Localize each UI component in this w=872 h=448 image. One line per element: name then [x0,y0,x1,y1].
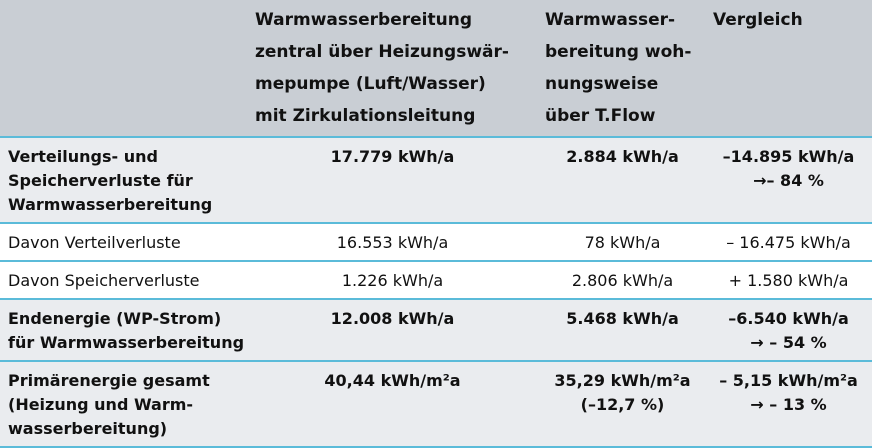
cell-line: →– 84 % [753,171,824,190]
cell-line: mepumpe (Luft/Wasser) [255,74,486,94]
cell-line: 17.779 kWh/a [330,147,455,166]
cell-line: 40,44 kWh/m²a [324,371,461,390]
cell-line: (–12,7 %) [580,395,665,414]
cell-line: –14.895 kWh/a [722,147,855,166]
table-row: Primärenergie gesamt (Heizung und Warm-wa… [0,360,872,448]
table-cell: Verteilungs- und Speicherverluste für Warm… [0,136,245,223]
cell-line: Endenergie (WP-Strom) [8,309,222,328]
table-cell: 2.806 kWh/a [540,260,705,299]
table-cell: Endenergie (WP-Strom) für Warmwasserberei… [0,298,245,361]
header-row: Warmwasserbereitung zentral über Heizungs… [0,0,872,137]
cell-line: – 16.475 kWh/a [726,233,851,252]
table-cell: 40,44 kWh/m²a [245,360,540,448]
cell-line: Vergleich [713,10,803,30]
cell-line: 16.553 kWh/a [336,233,449,252]
cell-line: 1.226 kWh/a [341,271,444,290]
table-cell: –6.540 kWh/a → – 54 % [705,298,872,361]
table-row: Endenergie (WP-Strom) für Warmwasserberei… [0,298,872,361]
table-row: Verteilungs- und Speicherverluste für Warm… [0,136,872,223]
table-cell: 78 kWh/a [540,222,705,261]
cell-line: – 5,15 kWh/m²a [719,371,858,390]
table-cell: 12.008 kWh/a [245,298,540,361]
cell-line: wasserbereitung) [8,419,168,438]
table-cell: Davon Verteilverluste [0,222,245,261]
cell-line: bereitung woh- [545,42,692,62]
cell-line: 35,29 kWh/m²a [554,371,691,390]
table-cell: Primärenergie gesamt (Heizung und Warm-wa… [0,360,245,448]
cell-line: Davon Speicherverluste [8,271,200,290]
cell-line: Verteilungs- und [8,147,158,166]
cell-line: (Heizung und Warm- [8,395,194,414]
cell-line: → – 54 % [750,333,827,352]
cell-line: 78 kWh/a [584,233,661,252]
cell-line: über T.Flow [545,106,656,126]
table-cell: – 16.475 kWh/a [705,222,872,261]
table-cell: 5.468 kWh/a [540,298,705,361]
cell-line: 12.008 kWh/a [330,309,455,328]
cell-line: 2.806 kWh/a [571,271,674,290]
table-cell: 35,29 kWh/m²a (–12,7 %) [540,360,705,448]
cell-line: –6.540 kWh/a [728,309,849,328]
cell-line: 2.884 kWh/a [566,147,679,166]
table-cell: –14.895 kWh/a →– 84 % [705,136,872,223]
cell-line: Warmwasserbereitung [255,10,472,30]
table-cell: 16.553 kWh/a [245,222,540,261]
cell-line: Warmwasser- [545,10,676,30]
cell-line: Primärenergie gesamt [8,371,210,390]
cell-line: 5.468 kWh/a [566,309,679,328]
table-row: Davon Speicherverluste 1.226 kWh/a 2.806 k… [0,260,872,299]
cell-line: + 1.580 kWh/a [728,271,849,290]
cell-line: Warmwasserbereitung [8,195,213,214]
table-cell: 17.779 kWh/a [245,136,540,223]
table-row: Davon Verteilverluste 16.553 kWh/a 78 kWh/… [0,222,872,261]
header-cell [0,0,245,137]
table-cell: + 1.580 kWh/a [705,260,872,299]
cell-line: Speicherverluste für [8,171,193,190]
header-cell: Vergleich [705,0,872,137]
table-cell: 2.884 kWh/a [540,136,705,223]
cell-line: für Warmwasserbereitung [8,333,245,352]
cell-line: zentral über Heizungswär- [255,42,509,62]
header-cell: Warmwasser-bereitung woh-nungsweise über … [540,0,705,137]
table-cell: Davon Speicherverluste [0,260,245,299]
table-cell: – 5,15 kWh/m²a → – 13 % [705,360,872,448]
header-cell: Warmwasserbereitung zentral über Heizungs… [245,0,540,137]
cell-line: Davon Verteilverluste [8,233,181,252]
cell-line: → – 13 % [750,395,827,414]
cell-line: nungsweise [545,74,659,94]
cell-line: mit Zirkulationsleitung [255,106,476,126]
table-cell: 1.226 kWh/a [245,260,540,299]
